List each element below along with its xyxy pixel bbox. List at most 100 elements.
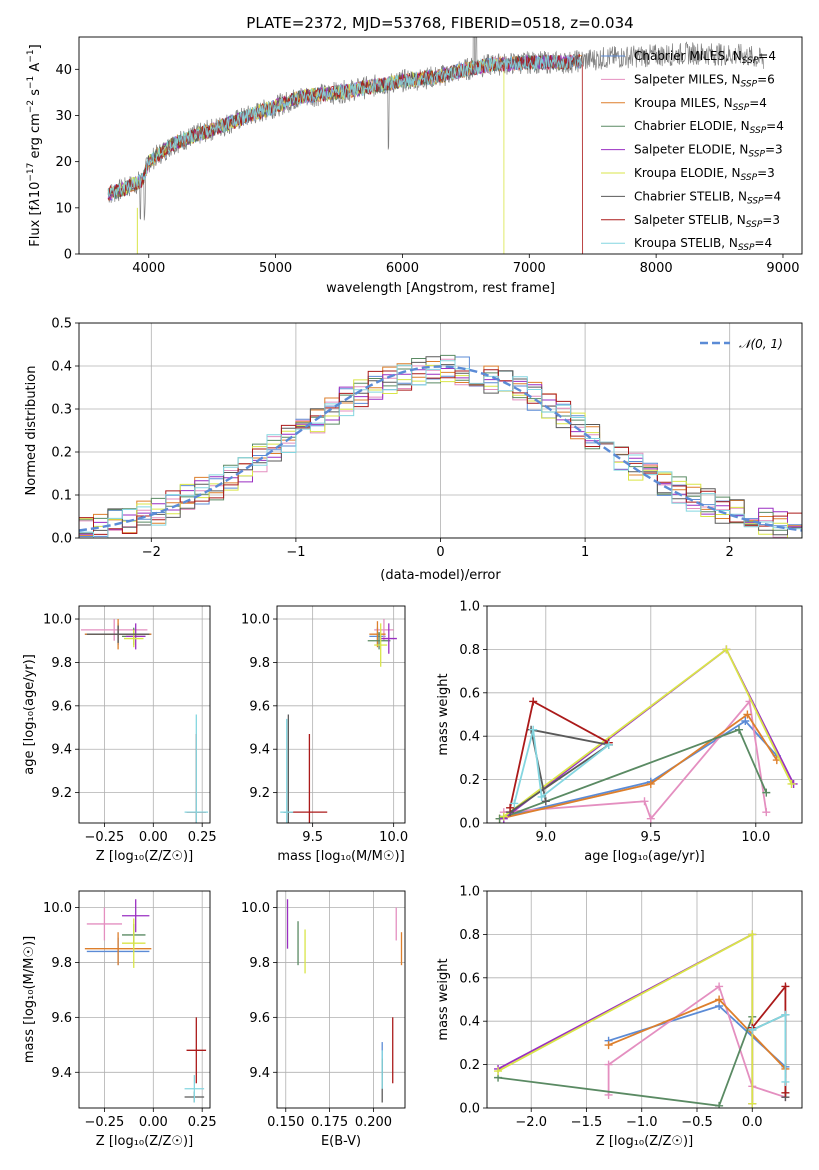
weight-marker <box>537 792 546 801</box>
x-tick-label: −2 <box>142 545 161 560</box>
x-tick-label: 9000 <box>766 261 799 276</box>
weight-series <box>503 719 778 818</box>
x-tick-label: −1.5 <box>571 1115 603 1130</box>
y-tick-label: 10.0 <box>43 613 72 628</box>
x-axis-label: Z [log₁₀(Z/Z☉)] <box>96 1134 193 1149</box>
x-tick-label: 0.00 <box>139 1115 168 1130</box>
mass_vs_Z-panel: −0.25 0.00 0.25 9.4 9.6 9.8 10.0 Z [log₁₀(Z/Z☉)… <box>22 890 217 1149</box>
x-tick-label: −1.0 <box>626 1115 658 1130</box>
y-tick-label: 9.6 <box>249 1011 270 1026</box>
x-tick-label: 1 <box>581 545 589 560</box>
axes-frame <box>78 605 211 824</box>
weight-series <box>497 932 754 1104</box>
y-tick-label: 0.0 <box>459 1102 480 1117</box>
legend-label: Chabrier STELIB, NSSP=4 <box>634 189 781 206</box>
x-tick-label: 0.175 <box>311 1115 348 1130</box>
x-tick-label: 2 <box>726 545 734 560</box>
weight-series <box>497 1016 754 1107</box>
spectrum-panel: 4000 5000 6000 7000 8000 9000 0 10 20 30 40 wavelen… <box>26 36 803 296</box>
weight-marker <box>748 1099 757 1108</box>
weight-marker <box>787 779 796 788</box>
model-line <box>107 54 583 200</box>
weight-series <box>751 1013 787 1082</box>
weight-marker <box>748 930 757 939</box>
weight_vs_age-plot-area <box>487 606 802 823</box>
y-tick-label: 0 <box>64 248 72 263</box>
model-line <box>107 55 583 199</box>
y-axis-label: mass weight <box>436 958 451 1040</box>
x-tick-label: 0.25 <box>188 1115 217 1130</box>
x-tick-label: 0.25 <box>188 830 217 845</box>
legend-label: Salpeter ELODIE, NSSP=3 <box>634 143 783 160</box>
weight_vs_Z-plot-area <box>487 891 802 1108</box>
y-tick-label: 9.4 <box>249 743 270 758</box>
residuals-plot-area <box>79 323 802 538</box>
weight-marker <box>741 717 750 726</box>
y-tick-label: 9.6 <box>51 1011 72 1026</box>
x-axis-label: age [log₁₀(age/yr)] <box>584 849 705 864</box>
y-tick-label: 1.0 <box>459 600 480 615</box>
x-axis-label: (data-model)/error <box>380 568 501 583</box>
weight-marker <box>646 779 655 788</box>
axes-frame <box>78 322 803 539</box>
x-tick-label: 9.0 <box>535 830 556 845</box>
x-axis-label: Z [log₁₀(Z/Z☉)] <box>596 1134 693 1149</box>
x-tick-label: 0.00 <box>139 830 168 845</box>
y-tick-label: 0.2 <box>51 446 72 461</box>
chart-layer: 4000 5000 6000 7000 8000 9000010203040wavelen… <box>22 36 803 1149</box>
model-line <box>107 53 583 201</box>
y-tick-label: 9.8 <box>51 656 72 671</box>
y-axis-label: mass [log₁₀(M/M☉)] <box>22 936 37 1063</box>
x-axis-label: wavelength [Angstrom, rest frame] <box>326 281 555 296</box>
y-tick-label: 10.0 <box>241 613 270 628</box>
mass_vs_Z-plot-area <box>79 891 210 1108</box>
axes-frame <box>486 890 803 1109</box>
histogram-series <box>79 360 802 538</box>
y-tick-label: 0.8 <box>459 643 480 658</box>
y-tick-label: 0.2 <box>459 773 480 788</box>
weight-marker <box>646 814 655 823</box>
weight-marker <box>529 725 538 734</box>
axes-frame <box>276 890 406 1109</box>
y-tick-label: 9.8 <box>249 656 270 671</box>
legend-label: Kroupa ELODIE, NSSP=3 <box>634 166 775 183</box>
y-tick-label: 40 <box>55 63 72 78</box>
y-tick-label: 9.8 <box>51 956 72 971</box>
weight-marker <box>715 1101 724 1108</box>
x-tick-label: −0.5 <box>681 1115 713 1130</box>
weight_vs_age-panel: 9.0 9.5 10.0 0.0 0.2 0.4 0.6 0.8 1.0 age [log₁₀(a… <box>436 600 803 864</box>
normal-curve <box>79 365 802 532</box>
x-tick-label: −0.25 <box>84 830 124 845</box>
model-line <box>107 53 583 199</box>
x-tick-label: 0.150 <box>267 1115 304 1130</box>
y-tick-label: 9.6 <box>249 699 270 714</box>
legend-label: Chabrier ELODIE, NSSP=4 <box>634 119 784 136</box>
weight-marker <box>762 788 771 797</box>
y-tick-label: 30 <box>55 109 72 124</box>
y-tick-label: 0.2 <box>459 1058 480 1073</box>
spectrum-legend: Chabrier MILES, NSSP=4 Salpeter MILES, NS… <box>601 49 784 253</box>
figure-title: PLATE=2372, MJD=53768, FIBERID=0518, z=0… <box>246 14 633 32</box>
axes-frame <box>78 36 803 255</box>
x-tick-label: 10.0 <box>379 830 408 845</box>
spectrum-plot-area <box>107 37 765 254</box>
weight-series <box>513 729 610 804</box>
weight-marker <box>762 808 771 817</box>
y-axis-label: Normed distribution <box>24 366 39 496</box>
weight-series <box>499 713 778 820</box>
weight-marker <box>722 645 731 654</box>
y-tick-label: 0.4 <box>459 1015 480 1030</box>
weight-marker <box>640 797 649 806</box>
model-line <box>107 54 583 201</box>
weight-marker <box>781 1088 790 1097</box>
y-tick-label: 9.6 <box>51 699 72 714</box>
axes-frame <box>486 605 803 824</box>
y-axis-label: age [log₁₀(age/yr)] <box>22 654 37 775</box>
mass_vs_ebv-panel: 0.150 0.175 0.200 9.4 9.6 9.8 10.0 E(B-V) <box>241 890 406 1149</box>
axes-frame <box>276 605 406 824</box>
y-tick-label: 9.2 <box>51 786 72 801</box>
weight-marker <box>510 799 519 808</box>
y-tick-label: 9.4 <box>51 1066 72 1081</box>
y-tick-label: 9.4 <box>51 743 72 758</box>
